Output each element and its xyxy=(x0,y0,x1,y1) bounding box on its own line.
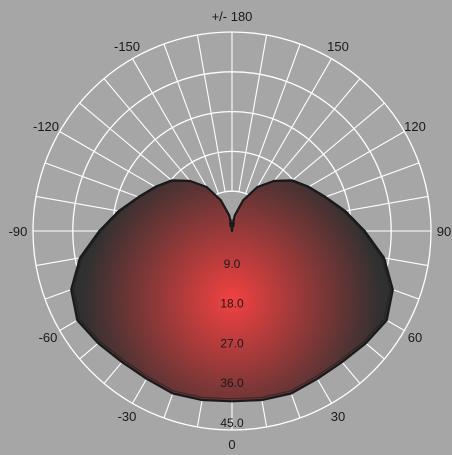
radial-tick-label-1: 9.0 xyxy=(224,257,241,271)
radial-tick-label-2: 18.0 xyxy=(220,297,244,311)
angle-label-60: 60 xyxy=(408,330,422,345)
angle-label-180: +/- 180 xyxy=(212,9,253,24)
angle-label-30: 30 xyxy=(331,409,345,424)
grid-spoke-200 xyxy=(245,43,301,194)
angle-label-neg30: -30 xyxy=(118,409,137,424)
radial-tick-label-0: 0 xyxy=(229,217,236,231)
angle-label-120: 120 xyxy=(404,119,426,134)
radial-tick-label-3: 27.0 xyxy=(220,336,244,350)
data-layer xyxy=(70,179,394,403)
grid-spoke-190 xyxy=(238,34,268,192)
radial-tick-label-4: 36.0 xyxy=(220,376,244,390)
angle-label-neg120: -120 xyxy=(33,119,59,134)
angle-label-90: 90 xyxy=(437,224,451,239)
radial-tick-label-5: 45.0 xyxy=(220,416,244,430)
angle-label-neg60: -60 xyxy=(39,330,58,345)
grid-spoke-210 xyxy=(251,58,332,197)
angle-label-neg150: -150 xyxy=(114,39,140,54)
series-outline-inner xyxy=(73,180,391,400)
angle-label-0: 0 xyxy=(228,437,235,452)
angle-label-150: 150 xyxy=(327,39,349,54)
grid-spoke-170 xyxy=(196,34,226,192)
series-fill xyxy=(71,180,393,402)
angle-label-neg90: -90 xyxy=(9,224,28,239)
grid-spoke-150 xyxy=(132,58,213,197)
axis-labels: +/- 180 150 120 90 60 30 0 -30 -60 -90 -120 -150 0 9.… xyxy=(9,9,452,452)
grid-spoke-160 xyxy=(163,43,219,194)
